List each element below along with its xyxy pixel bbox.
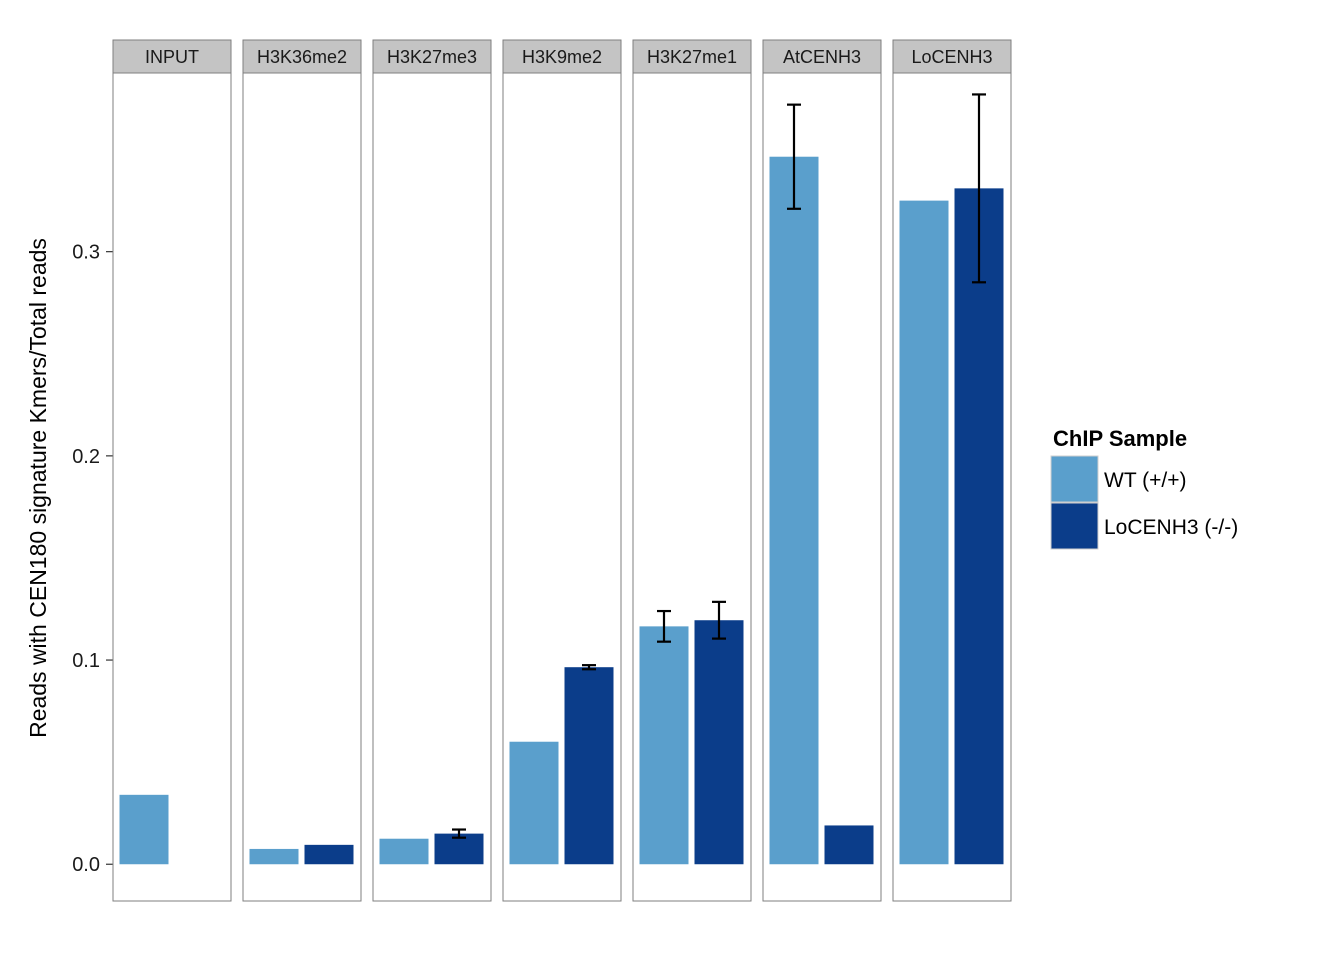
facet-strip-label: H3K27me1 [647, 47, 737, 67]
legend: ChIP Sample WT (+/+) LoCENH3 (-/-) [1050, 426, 1238, 550]
legend-title: ChIP Sample [1053, 426, 1187, 451]
facet-panels: INPUT H3K36me2 H3K27me3 H3K9me2 H3K27me1 AtCE… [112, 39, 1012, 902]
y-axis-title: Reads with CEN180 signature Kmers/Total … [25, 238, 51, 738]
y-tick-label: 0.0 [72, 854, 100, 876]
error-bar [582, 664, 596, 671]
bar-locenh3 [694, 620, 744, 865]
facet-strip-label: H3K9me2 [522, 47, 602, 67]
facet-panel-locenh3: LoCENH3 [892, 39, 1012, 902]
bar-wt [249, 848, 299, 865]
bar-locenh3 [954, 188, 1004, 865]
bar-wt [639, 626, 689, 865]
facet-strip [372, 39, 492, 74]
facet-strip [502, 39, 622, 74]
bar-wt [379, 838, 429, 865]
facet-panel-h3k27me1: H3K27me1 [632, 39, 752, 902]
facet-panel-h3k36me2: H3K36me2 [242, 39, 362, 902]
bar-wt [509, 741, 559, 865]
y-tick-label: 0.2 [72, 446, 100, 468]
facet-strip-label: INPUT [145, 47, 199, 67]
error-bar [657, 609, 671, 643]
facet-panel-input: INPUT [112, 39, 232, 902]
facet-panel-border [372, 72, 492, 902]
facet-panel-border [242, 72, 362, 902]
y-axis: 0.0 0.1 0.2 0.3 [72, 242, 113, 876]
error-bar [787, 103, 801, 210]
bar-locenh3 [824, 825, 874, 865]
error-bar [712, 600, 726, 640]
facet-panel-h3k27me3: H3K27me3 [372, 39, 492, 902]
legend-label-locenh3: LoCENH3 (-/-) [1104, 516, 1238, 539]
facet-strip-label: H3K36me2 [257, 47, 347, 67]
facet-strip-label: H3K27me3 [387, 47, 477, 67]
facet-strip [892, 39, 1012, 74]
facet-strip-label: AtCENH3 [783, 47, 861, 67]
facet-strip [762, 39, 882, 74]
error-bar [452, 828, 466, 839]
y-tick-label: 0.3 [72, 242, 100, 264]
bar-locenh3 [304, 844, 354, 865]
bar-wt [769, 156, 819, 865]
bar-wt [119, 794, 169, 865]
facet-strip-label: LoCENH3 [911, 47, 992, 67]
legend-key-wt [1050, 455, 1099, 503]
bar-locenh3 [564, 667, 614, 865]
legend-keys: WT (+/+) LoCENH3 (-/-) [1050, 455, 1238, 550]
legend-label-wt: WT (+/+) [1104, 469, 1186, 492]
facet-panel-border [112, 72, 232, 902]
bar-wt [899, 200, 949, 865]
legend-key-locenh3 [1050, 502, 1099, 550]
error-bar [972, 93, 986, 284]
facet-strip [112, 39, 232, 74]
facet-panel-atcenh3: AtCENH3 [762, 39, 882, 902]
y-tick-label: 0.1 [72, 650, 100, 672]
facet-panel-h3k9me2: H3K9me2 [502, 39, 622, 902]
